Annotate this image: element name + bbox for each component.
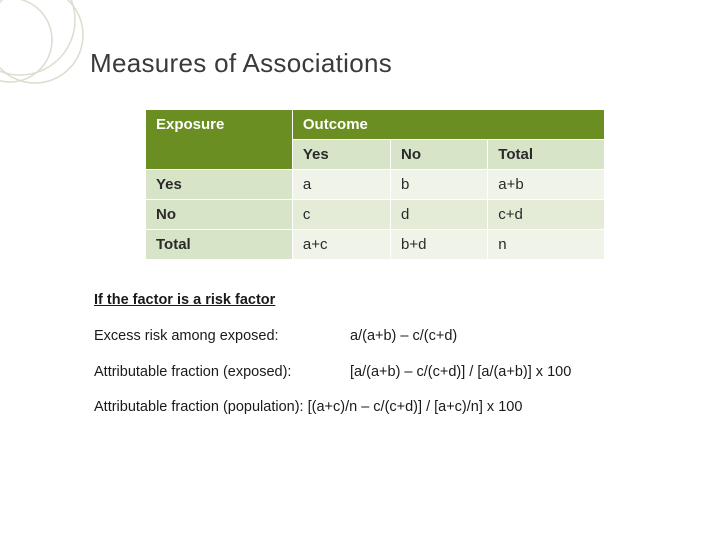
- af-exposed-label: Attributable fraction (exposed):: [94, 362, 346, 384]
- risk-factor-heading: If the factor is a risk factor: [94, 290, 660, 312]
- cell-ac: a+c: [292, 230, 390, 260]
- subheader-yes: Yes: [292, 140, 390, 170]
- cell-d: d: [391, 200, 488, 230]
- af-exposed-formula: [a/(a+b) – c/(c+d)] / [a/(a+b)] x 100: [350, 364, 571, 380]
- slide-title: Measures of Associations: [90, 48, 660, 79]
- contingency-table: Exposure Outcome Yes No Total Yes a b a+…: [145, 109, 605, 260]
- cell-bd: b+d: [391, 230, 488, 260]
- cell-a: a: [292, 170, 390, 200]
- body-text: If the factor is a risk factor Excess ri…: [94, 290, 660, 419]
- cell-c: c: [292, 200, 390, 230]
- exposure-header: Exposure: [146, 110, 293, 170]
- table-row: No c d c+d: [146, 200, 605, 230]
- cell-n: n: [488, 230, 605, 260]
- af-exposed-line: Attributable fraction (exposed): [a/(a+b…: [94, 362, 660, 384]
- subheader-no: No: [391, 140, 488, 170]
- row-label-yes: Yes: [146, 170, 293, 200]
- excess-risk-label: Excess risk among exposed:: [94, 326, 346, 348]
- cell-b: b: [391, 170, 488, 200]
- row-label-total: Total: [146, 230, 293, 260]
- af-population-label: Attributable fraction (population):: [94, 399, 304, 415]
- cell-ab: a+b: [488, 170, 605, 200]
- outcome-header: Outcome: [292, 110, 604, 140]
- af-population-formula: [(a+c)/n – c/(c+d)] / [a+c)/n] x 100: [308, 399, 523, 415]
- cell-cd: c+d: [488, 200, 605, 230]
- excess-risk-formula: a/(a+b) – c/(c+d): [350, 328, 457, 344]
- slide-content: Measures of Associations Exposure Outcom…: [0, 0, 720, 419]
- af-population-line: Attributable fraction (population): [(a+…: [94, 397, 660, 419]
- row-label-no: No: [146, 200, 293, 230]
- table-row: Yes a b a+b: [146, 170, 605, 200]
- table-row: Total a+c b+d n: [146, 230, 605, 260]
- excess-risk-line: Excess risk among exposed: a/(a+b) – c/(…: [94, 326, 660, 348]
- subheader-total: Total: [488, 140, 605, 170]
